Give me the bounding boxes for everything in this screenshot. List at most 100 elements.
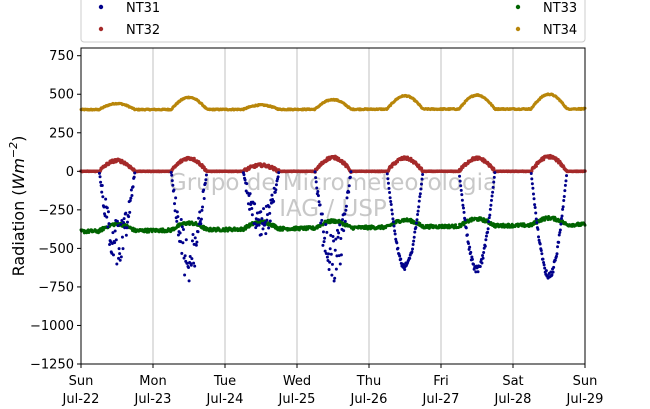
nt31-point: [535, 221, 539, 225]
nt31-point: [124, 233, 128, 237]
nt31-point: [419, 182, 423, 186]
nt31-point: [125, 220, 129, 224]
nt31-point: [396, 246, 400, 250]
nt31-point: [461, 206, 465, 210]
y-tick: −500: [38, 242, 81, 257]
nt31-point: [391, 220, 395, 224]
legend-label-nt31: NT31: [126, 1, 160, 16]
x-tick-day: Wed: [283, 374, 311, 389]
nt31-point: [323, 236, 327, 240]
nt31-point: [180, 225, 184, 229]
nt31-point: [107, 222, 111, 226]
nt31-point: [398, 254, 402, 258]
nt31-point: [249, 202, 253, 206]
nt31-point: [253, 202, 257, 206]
nt31-point: [416, 209, 420, 213]
nt31-point: [459, 188, 463, 192]
nt31-point: [314, 180, 318, 184]
nt31-point: [386, 177, 390, 181]
nt31-point: [180, 251, 184, 255]
nt31-point: [327, 252, 331, 256]
nt31-point: [487, 216, 491, 220]
nt31-point: [129, 196, 133, 200]
nt31-point: [558, 228, 562, 232]
y-tick-label: −250: [38, 203, 74, 218]
nt31-point: [183, 254, 187, 258]
nt31-point: [478, 264, 482, 268]
y-tick-label: −1250: [30, 358, 74, 373]
nt31-point: [344, 208, 348, 212]
nt31-point: [538, 242, 542, 246]
nt31-point: [175, 219, 179, 223]
nt31-point: [329, 233, 333, 237]
nt31-point: [551, 270, 555, 274]
x-tick: Sat Jul-28: [494, 364, 532, 407]
nt31-point: [322, 240, 326, 244]
nt31-point: [393, 229, 397, 233]
nt33-point: [302, 228, 306, 232]
nt31-point: [459, 184, 463, 188]
nt31-point: [542, 261, 546, 265]
nt31-point: [412, 239, 416, 243]
nt31-point: [461, 203, 465, 207]
nt31-point: [462, 210, 466, 214]
nt31-point: [347, 184, 351, 188]
nt31-point: [132, 175, 136, 179]
nt31-point: [541, 257, 545, 261]
x-tick-date: Jul-22: [62, 392, 100, 407]
nt31-point: [493, 171, 497, 175]
nt31-point: [173, 209, 177, 213]
x-tick-day: Sat: [502, 374, 523, 389]
nt31-point: [265, 213, 269, 217]
nt31-point: [467, 242, 471, 246]
nt31-point: [198, 219, 202, 223]
nt31-point: [274, 183, 278, 187]
nt31-point: [476, 270, 480, 274]
nt31-point: [179, 240, 183, 244]
nt31-point: [113, 241, 117, 245]
nt31-point: [389, 199, 393, 203]
x-tick-date: Jul-28: [494, 392, 532, 407]
nt31-point: [486, 230, 490, 234]
nt31-point: [329, 252, 333, 256]
nt31-point: [317, 200, 321, 204]
nt31-point: [188, 255, 192, 259]
nt31-point: [460, 193, 464, 197]
nt31-point: [248, 192, 252, 196]
nt31-point: [124, 211, 128, 215]
nt31-point: [330, 262, 334, 266]
nt31-point: [276, 175, 280, 179]
nt31-point: [564, 179, 568, 183]
nt31-point: [549, 270, 553, 274]
nt31-point: [332, 279, 336, 283]
y-tick: −750: [38, 280, 81, 295]
nt31-point: [172, 188, 176, 192]
nt31-point: [328, 247, 332, 251]
nt31-point: [106, 225, 110, 229]
nt31-point: [486, 227, 490, 231]
nt31-point: [104, 197, 108, 201]
nt31-point: [555, 252, 559, 256]
nt31-point: [537, 235, 541, 239]
nt31-point: [483, 244, 487, 248]
nt31-point: [314, 176, 318, 180]
nt31-point: [330, 273, 334, 277]
nt31-point: [328, 260, 332, 264]
nt31-point: [318, 203, 322, 207]
nt31-point: [418, 195, 422, 199]
nt31-point: [531, 192, 535, 196]
nt31-point: [263, 220, 267, 224]
nt31-point: [193, 236, 197, 240]
x-grid: [152, 48, 514, 364]
nt32-point: [492, 167, 496, 171]
nt31-point: [187, 265, 191, 269]
nt31-point: [482, 250, 486, 254]
nt31-point: [414, 225, 418, 229]
nt31-point: [118, 258, 122, 262]
nt31-point: [319, 221, 323, 225]
nt31-point: [333, 276, 337, 280]
nt31-point: [552, 265, 556, 269]
nt31-point: [320, 218, 324, 222]
nt31-point: [182, 256, 186, 260]
nt31-point: [120, 235, 124, 239]
